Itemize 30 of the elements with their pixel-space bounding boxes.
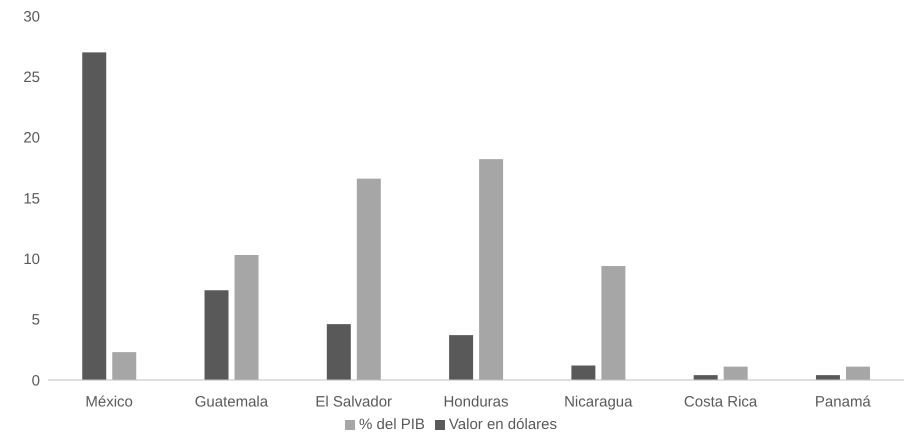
x-tick-label: Honduras [443,394,509,411]
bar [479,159,504,380]
bar [356,178,381,380]
bar [846,366,870,380]
x-tick-label: Costa Rica [684,394,758,411]
bar [112,352,136,380]
bar [571,365,596,380]
y-tick-label: 0 [32,372,40,390]
bar [82,52,106,380]
bar [694,375,718,380]
y-tick-label: 20 [23,130,40,147]
bar [449,335,474,380]
y-tick-label: 10 [23,250,40,268]
x-tick-label: Nicaragua [564,394,634,411]
bar [326,324,351,380]
bar [204,290,229,380]
bar [601,266,626,380]
bar [234,255,259,380]
x-tick-label: El Salvador [315,394,392,411]
legend-label: Valor en dólares [448,416,557,433]
legend-label: % del PIB [359,416,425,433]
y-tick-label: 30 [23,8,40,26]
x-tick-label: Panamá [814,394,872,411]
y-tick-label: 15 [23,190,40,208]
x-tick-label: Guatemala [194,394,269,411]
y-tick-label: 5 [32,312,40,329]
bar [724,366,748,380]
bar [816,375,840,380]
x-tick-label: México [85,394,133,411]
y-tick-label: 25 [23,68,40,86]
